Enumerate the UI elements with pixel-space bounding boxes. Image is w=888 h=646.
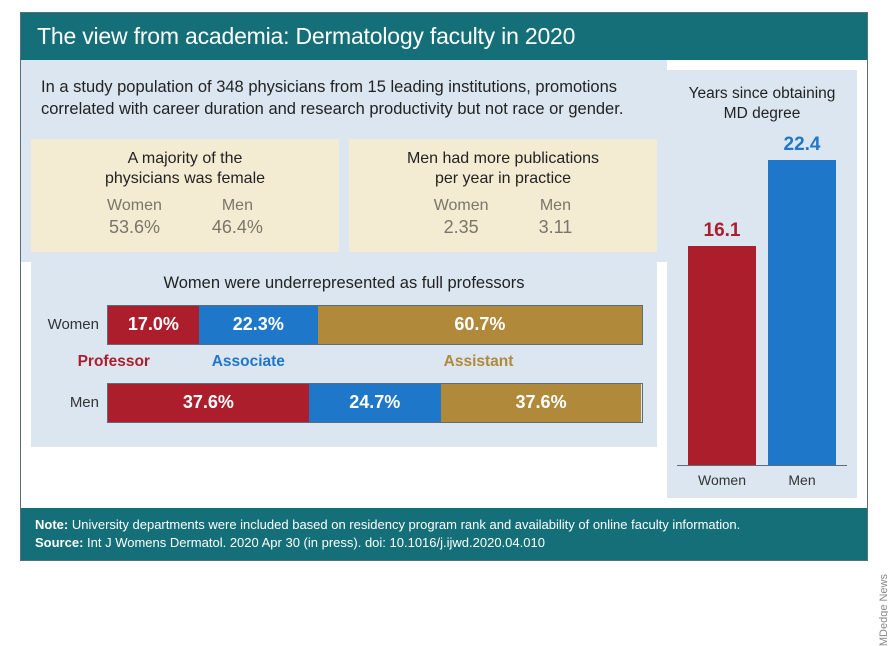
years-bar-chart: 16.1 22.4 (677, 134, 847, 466)
right-column: Years since obtaining MD degree 16.1 22.4… (667, 60, 867, 508)
stat-label: Women (434, 197, 489, 215)
credit-text: MDedge News (878, 574, 888, 646)
year-bar (688, 246, 756, 465)
year-axis-label: Men (768, 472, 836, 488)
stat-item: Men 46.4% (212, 197, 263, 238)
year-bar-value: 16.1 (704, 220, 741, 242)
legend-item: Professor (45, 353, 183, 371)
legend-row: ProfessorAssociateAssistant (45, 353, 643, 375)
bar-row: Women17.0%22.3%60.7% (45, 305, 643, 345)
stat-box-title: Men had more publicationsper year in pra… (359, 149, 647, 189)
stat-item: Men 3.11 (539, 197, 573, 238)
bar-row: Men37.6%24.7%37.6% (45, 383, 643, 423)
stat-label: Men (539, 197, 573, 215)
stat-item: Women 53.6% (107, 197, 162, 238)
legend-item: Assistant (314, 353, 643, 371)
stat-box: A majority of thephysicians was female Wo… (31, 139, 339, 252)
years-axis-labels: Women Men (677, 466, 847, 488)
bar-label: Men (45, 394, 107, 411)
bar-segment: 37.6% (441, 384, 642, 422)
bar-segment: 22.3% (199, 306, 318, 344)
main-body: In a study population of 348 physicians … (21, 60, 867, 560)
professor-section: Women were underrepresented as full prof… (31, 262, 657, 447)
bar-segment: 24.7% (309, 384, 441, 422)
stat-value: 2.35 (434, 217, 489, 238)
professor-title: Women were underrepresented as full prof… (45, 274, 643, 293)
footer: Note: University departments were includ… (21, 508, 867, 560)
bar-segment: 60.7% (318, 306, 642, 344)
stat-row: Women 2.35 Men 3.11 (359, 197, 647, 238)
bar-track: 37.6%24.7%37.6% (107, 383, 643, 423)
stat-box-title: A majority of thephysicians was female (41, 149, 329, 189)
infographic-container: The view from academia: Dermatology facu… (20, 12, 868, 561)
year-bar-value: 22.4 (784, 134, 821, 156)
stat-value: 53.6% (107, 217, 162, 238)
bar-segment: 17.0% (108, 306, 199, 344)
bar-label: Women (45, 316, 107, 333)
footer-source: Source: Int J Womens Dermatol. 2020 Apr … (35, 534, 853, 552)
year-bar-wrap: 16.1 (688, 220, 756, 465)
years-title: Years since obtaining MD degree (677, 84, 847, 124)
stat-label: Men (212, 197, 263, 215)
years-panel: Years since obtaining MD degree 16.1 22.4… (667, 70, 857, 498)
professor-bars: Women17.0%22.3%60.7% ProfessorAssociateAs… (45, 305, 643, 423)
stat-boxes-row: A majority of thephysicians was female Wo… (21, 139, 667, 252)
year-axis-label: Women (688, 472, 756, 488)
title-bar: The view from academia: Dermatology facu… (21, 13, 867, 60)
year-bar (768, 160, 836, 465)
bar-track: 17.0%22.3%60.7% (107, 305, 643, 345)
bar-segment: 37.6% (108, 384, 309, 422)
legend-item: Associate (183, 353, 315, 371)
left-column: In a study population of 348 physicians … (21, 60, 667, 508)
stat-box: Men had more publicationsper year in pra… (349, 139, 657, 252)
stat-value: 3.11 (539, 217, 573, 238)
footer-note: Note: University departments were includ… (35, 516, 853, 534)
year-bar-wrap: 22.4 (768, 134, 836, 465)
intro-text: In a study population of 348 physicians … (21, 60, 667, 139)
stat-label: Women (107, 197, 162, 215)
stat-row: Women 53.6% Men 46.4% (41, 197, 329, 238)
stat-value: 46.4% (212, 217, 263, 238)
title-text: The view from academia: Dermatology facu… (37, 23, 575, 49)
stat-item: Women 2.35 (434, 197, 489, 238)
